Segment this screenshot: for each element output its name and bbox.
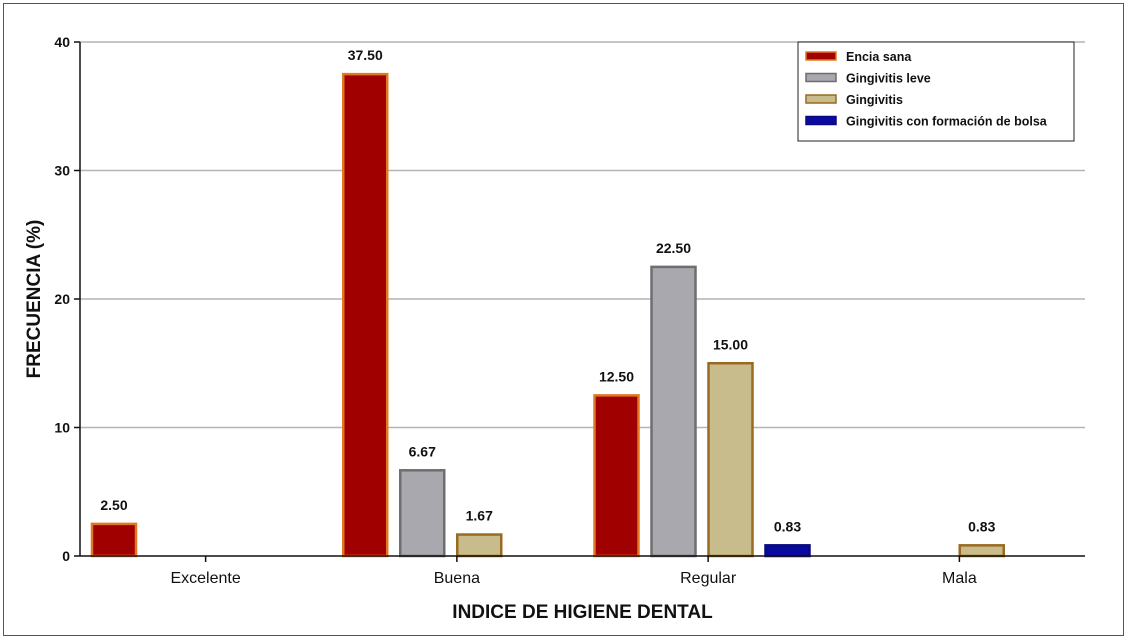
bar bbox=[456, 533, 503, 558]
x-category-label: Regular bbox=[680, 570, 737, 587]
x-axis-title: INDICE DE HIGIENE DENTAL bbox=[452, 602, 713, 623]
y-tick-label: 40 bbox=[54, 34, 70, 50]
bar bbox=[342, 72, 389, 558]
y-tick-label: 20 bbox=[54, 291, 70, 307]
x-category-label: Buena bbox=[434, 570, 480, 587]
legend-label: Gingivitis bbox=[846, 93, 903, 107]
legend-box bbox=[797, 41, 1075, 142]
y-axis-title: FRECUENCIA (%) bbox=[24, 220, 45, 379]
data-label: 37.50 bbox=[348, 47, 383, 63]
bar bbox=[764, 544, 811, 558]
bar bbox=[650, 265, 697, 558]
data-label: 0.83 bbox=[968, 518, 995, 534]
data-labels: 2.50 37.50 6.67 1.67 12.50 22.50 15.00 0.83 0.83 bbox=[100, 47, 995, 534]
bar bbox=[958, 544, 1005, 558]
bar bbox=[399, 469, 446, 558]
bar bbox=[593, 394, 640, 558]
data-label: 15.00 bbox=[713, 336, 748, 352]
legend-swatch bbox=[805, 51, 837, 61]
data-label: 2.50 bbox=[100, 497, 127, 513]
data-label: 22.50 bbox=[656, 240, 691, 256]
legend-swatch bbox=[805, 94, 837, 104]
bars bbox=[90, 72, 1005, 558]
legend-label: Gingivitis con formación de bolsa bbox=[846, 115, 1048, 129]
legend: Encia sana Gingivitis leve Gingivitis Gingi… bbox=[797, 41, 1075, 142]
bar bbox=[90, 522, 138, 558]
data-label: 0.83 bbox=[774, 518, 801, 534]
legend-label: Encia sana bbox=[846, 50, 912, 64]
legend-items: Encia sana Gingivitis leve Gingivitis Gingi… bbox=[805, 50, 1048, 129]
gridlines bbox=[80, 41, 1085, 429]
legend-swatch bbox=[805, 72, 837, 83]
data-label: 12.50 bbox=[599, 368, 634, 384]
x-categories: Excelente Buena Regular Mala bbox=[170, 556, 977, 587]
legend-swatch bbox=[805, 115, 837, 126]
x-category-label: Mala bbox=[942, 570, 977, 587]
legend-label: Gingivitis leve bbox=[846, 72, 931, 86]
data-label: 1.67 bbox=[466, 508, 493, 524]
y-tick-label: 0 bbox=[62, 548, 70, 564]
y-tick-label: 10 bbox=[54, 420, 70, 436]
y-tick-label: 30 bbox=[54, 163, 70, 179]
bar bbox=[707, 362, 754, 558]
y-ticks: 0 10 20 30 40 bbox=[54, 34, 80, 564]
data-label: 6.67 bbox=[409, 443, 436, 459]
x-category-label: Excelente bbox=[170, 570, 240, 587]
